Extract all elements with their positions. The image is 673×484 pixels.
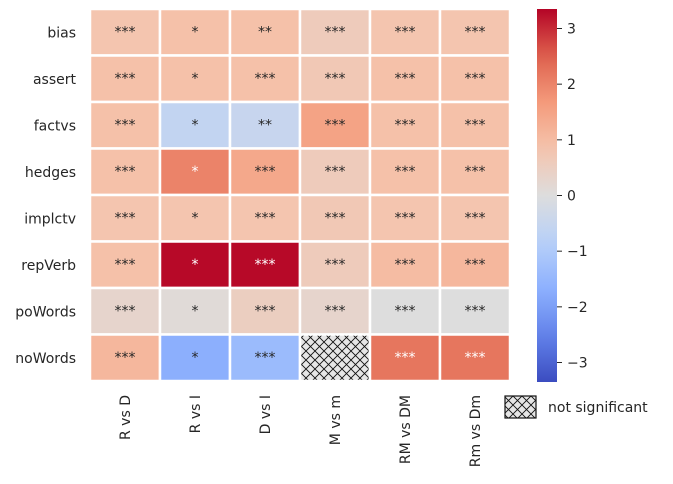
row-label: noWords (15, 351, 76, 367)
cell-significance-label: ** (258, 24, 272, 40)
cell-significance-label: ** (258, 117, 272, 133)
cell-significance-label: *** (395, 71, 416, 87)
cell-significance-label: * (192, 303, 199, 319)
cell-significance-label: * (192, 210, 199, 226)
colorbar-tick-label: 1 (567, 133, 576, 149)
row-label: repVerb (21, 258, 76, 274)
legend-label: not significant (548, 400, 648, 416)
cell-significance-label: *** (115, 24, 136, 40)
cell-significance-label: *** (115, 303, 136, 319)
column-label: R vs D (118, 395, 134, 440)
column-label: RM vs DM (398, 395, 414, 464)
cell-significance-label: * (192, 164, 199, 180)
colorbar-tick-label: 3 (567, 21, 576, 37)
cell-significance-label: *** (325, 117, 346, 133)
heatmap-cell (368, 333, 442, 383)
cell-significance-label: *** (325, 164, 346, 180)
cell-significance-label: *** (465, 350, 486, 366)
heatmap-cell (88, 286, 162, 336)
cell-significance-label: *** (255, 210, 276, 226)
cell-significance-label: * (192, 350, 199, 366)
cell-significance-label: *** (325, 24, 346, 40)
heatmap-cell (438, 147, 512, 197)
cell-significance-label: *** (115, 164, 136, 180)
cell-significance-label: * (192, 117, 199, 133)
colorbar: 3 2 1 0 −1 −2 −3 (537, 9, 588, 382)
column-label: R vs I (188, 395, 204, 433)
cell-significance-label: *** (115, 210, 136, 226)
heatmap-cell (88, 147, 162, 197)
cell-significance-label: *** (465, 24, 486, 40)
legend-swatch-not-significant (504, 395, 537, 419)
cell-significance-label: *** (325, 303, 346, 319)
heatmap-cell (368, 100, 442, 150)
cell-significance-label: *** (465, 257, 486, 273)
cell-significance-label: *** (115, 117, 136, 133)
heatmap-cell (368, 147, 442, 197)
cell-significance-label: * (192, 71, 199, 87)
row-label: assert (33, 72, 77, 88)
cell-significance-label: *** (465, 303, 486, 319)
row-label: hedges (25, 165, 76, 181)
column-label: D vs I (258, 395, 274, 434)
heatmap-cell (368, 193, 442, 243)
heatmap-cell (438, 7, 512, 57)
cell-significance-label: *** (255, 257, 276, 273)
cell-significance-label: *** (255, 71, 276, 87)
cell-significance-label: *** (395, 117, 416, 133)
column-labels: R vs D R vs I D vs I M vs m RM vs DM Rm vs Dm (118, 395, 484, 467)
heatmap-cell (438, 54, 512, 104)
colorbar-tick-label: 2 (567, 77, 576, 93)
row-label: bias (47, 25, 76, 41)
heatmap-cell (158, 147, 232, 197)
cell-significance-label: *** (465, 71, 486, 87)
colorbar-tick-label: −2 (567, 300, 588, 316)
legend: not significant (504, 395, 648, 419)
cell-significance-label: *** (395, 303, 416, 319)
cell-significance-label: *** (465, 117, 486, 133)
cell-significance-label: *** (325, 71, 346, 87)
cell-significance-label: *** (325, 210, 346, 226)
heatmap-cell (88, 240, 162, 290)
cell-significance-label: *** (255, 350, 276, 366)
heatmap-cell (298, 54, 372, 104)
heatmap-cell (298, 147, 372, 197)
cell-significance-label: *** (395, 164, 416, 180)
row-labels: bias assert factvs hedges implctv repVerb poWo… (15, 25, 77, 367)
cell-significance-label: *** (115, 350, 136, 366)
cell-significance-label: *** (395, 350, 416, 366)
heatmap-cell (228, 333, 302, 383)
cell-significance-label: *** (395, 257, 416, 273)
heatmap-cell (298, 100, 372, 150)
column-label: M vs m (328, 395, 344, 445)
row-label: factvs (34, 118, 76, 134)
colorbar-tick-label: −1 (567, 244, 588, 260)
colorbar-tick-label: −3 (567, 356, 588, 372)
heatmap-cell-not-significant (298, 333, 372, 383)
heatmap-cell (438, 193, 512, 243)
colorbar-tick-label: 0 (567, 189, 576, 205)
cell-significance-label: *** (325, 257, 346, 273)
heatmap-cell (438, 240, 512, 290)
cell-significance-label: *** (395, 210, 416, 226)
heatmap-cells: *** * ** *** *** ****** * *** *** *** ****** * ** ***… (88, 7, 512, 383)
heatmap-cell (158, 100, 232, 150)
cell-significance-label: * (192, 257, 199, 273)
heatmap-cell (438, 333, 512, 383)
cell-significance-label: * (192, 24, 199, 40)
cell-significance-label: *** (395, 24, 416, 40)
cell-significance-label: *** (115, 71, 136, 87)
cell-significance-label: *** (255, 164, 276, 180)
heatmap-cell (158, 54, 232, 104)
heatmap-cell (228, 193, 302, 243)
cell-significance-label: *** (465, 164, 486, 180)
cell-significance-label: *** (465, 210, 486, 226)
row-label: poWords (15, 304, 76, 320)
colorbar-bar (537, 9, 557, 382)
cell-significance-label: *** (255, 303, 276, 319)
cell-significance-label: *** (115, 257, 136, 273)
column-label: Rm vs Dm (468, 395, 484, 467)
row-label: implctv (24, 211, 76, 227)
